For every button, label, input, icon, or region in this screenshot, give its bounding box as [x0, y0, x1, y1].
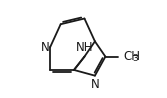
Text: N: N [40, 41, 49, 54]
Text: 3: 3 [133, 54, 138, 63]
Text: CH: CH [123, 50, 140, 63]
Text: N: N [91, 78, 99, 91]
Text: NH: NH [76, 41, 93, 54]
